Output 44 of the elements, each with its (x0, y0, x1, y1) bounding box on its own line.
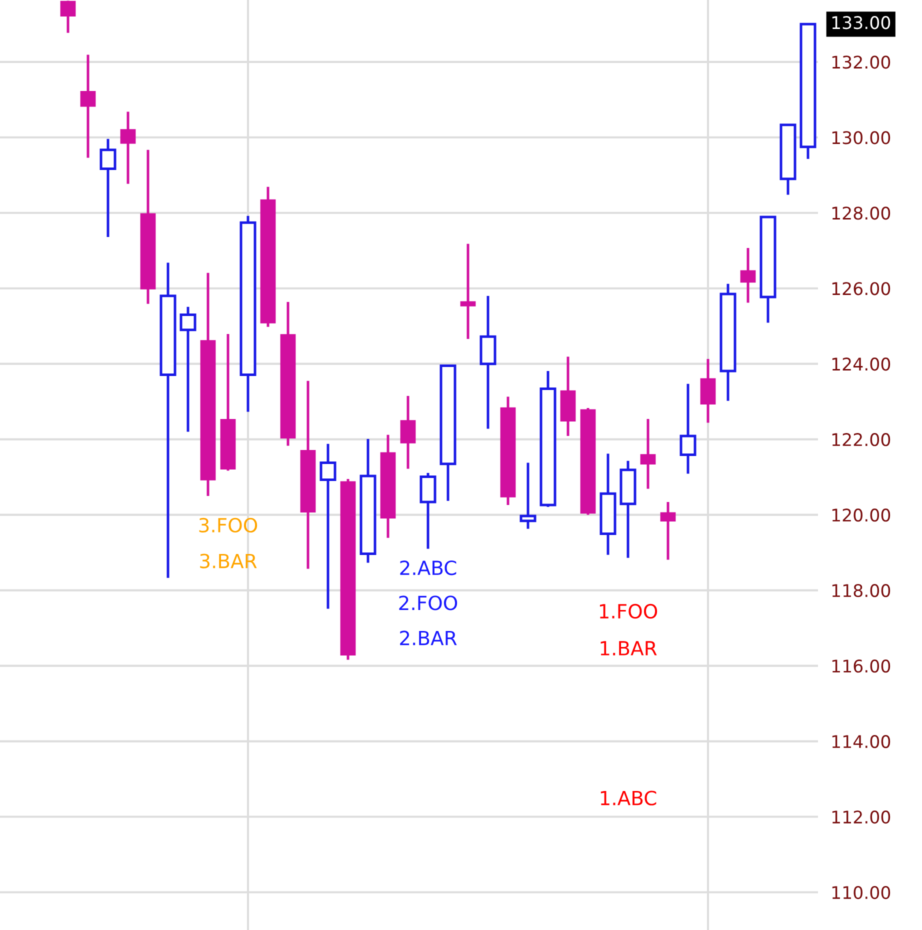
candlestick (500, 395, 516, 506)
text: 133.00 (832, 16, 890, 30)
y-tick-label: 120.00 (832, 508, 890, 522)
candlestick (560, 355, 576, 438)
candlestick (620, 460, 636, 560)
y-tick-label: 128.00 (832, 206, 890, 220)
candlestick (640, 418, 656, 490)
y-tick-label: 130.00 (832, 131, 890, 144)
annotation: 2.BAR (400, 630, 457, 646)
candlestick (600, 452, 616, 556)
y-tick-label: 124.00 (832, 358, 890, 371)
candlestick (380, 434, 396, 540)
annotation: 3.FOO (199, 518, 258, 533)
y-tick-label: 126.00 (832, 282, 890, 296)
candlestick (680, 382, 696, 475)
candlestick (360, 438, 376, 564)
y-tick-label: 118.00 (832, 584, 890, 598)
candlestick (140, 148, 156, 306)
candlestick (660, 500, 676, 561)
candlestick (160, 261, 176, 580)
y-tick-label: 116.00 (832, 660, 890, 673)
candlestick (100, 138, 116, 238)
annotation: 1.BAR (600, 641, 657, 656)
candlestick (120, 110, 136, 186)
annotation: 2.ABC (400, 560, 456, 576)
annotation: 2.FOO (399, 596, 458, 610)
y-tick-label: 110.00 (832, 886, 890, 900)
annotation: 1.FOO (600, 604, 658, 619)
candlestick (200, 272, 216, 498)
annotation: 1.ABC (600, 790, 656, 806)
candlestick (80, 53, 96, 160)
y-tick-label: 114.00 (832, 734, 890, 748)
candlestick (320, 442, 336, 610)
candlestick (300, 380, 316, 570)
candlestick (480, 294, 496, 430)
candlestick (460, 242, 476, 340)
y-tick-label: 122.00 (832, 433, 890, 446)
candlestick (720, 282, 736, 402)
annotation: 3.BAR (200, 554, 257, 568)
candlestick (740, 246, 756, 304)
candlestick (400, 394, 416, 470)
y-tick-label: 132.00 (832, 56, 890, 69)
candlestick (700, 358, 716, 424)
y-tick-label: 112.00 (832, 810, 890, 824)
